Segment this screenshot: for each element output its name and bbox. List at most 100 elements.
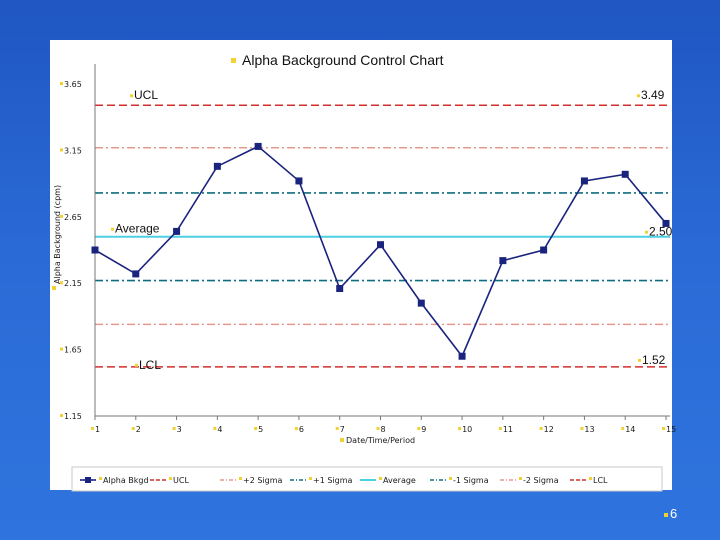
legend-bullet [169,477,172,480]
y-tick-label: 1.15 [64,412,82,421]
x-tick-bullet [213,427,217,430]
x-tick-label: 11 [503,425,513,434]
y-tick-labels: 1.15 1.65 2.15 2.65 3.15 3.65 [60,80,82,421]
legend-bullet [309,477,312,480]
data-point [295,177,303,185]
control-line-annotations: UCL 3.49 Average 2.50 LCL 1.52 [111,88,673,372]
x-axis-title: Date/Time/Period [346,436,415,445]
x-tick-bullet [458,427,462,430]
y-tick-label: 3.15 [64,146,82,155]
data-point [91,246,99,254]
x-tick-bullet [662,427,665,430]
legend-label: Alpha Bkgd [103,476,149,485]
xlabel-bullet [340,438,344,442]
annotation-bullet [638,358,641,362]
y-tick-bullet [60,414,63,417]
annotation-label: Average [115,222,160,236]
x-tick-label: 5 [258,425,263,434]
data-point [417,299,425,307]
x-tick-label: 4 [217,425,222,434]
y-tick-bullet [60,347,63,351]
legend-label: -1 Sigma [453,476,489,485]
legend: Alpha Bkgd UCL +2 Sigma +1 Sigma Average -1 S… [71,466,663,492]
x-tick-label: 7 [340,425,345,434]
x-tick-label: 3 [177,425,182,434]
legend-bullet [449,477,452,480]
data-point [377,241,384,249]
axis-titles: Date/Time/Period Alpha Background (cpm) [52,185,415,445]
x-tick-bullet [376,427,380,430]
chart-title-group: Alpha Background Control Chart [226,50,492,71]
x-tick-label: 6 [299,425,304,434]
legend-label: +2 Sigma [243,476,283,485]
x-tick-label: 2 [136,425,141,434]
data-point [336,285,344,293]
legend-label: UCL [173,476,189,485]
data-point [499,257,507,265]
y-tick-bullet [60,281,63,285]
x-tick-label: 13 [584,425,594,434]
annotation-bullet [130,94,133,98]
x-tick-bullet [498,427,502,430]
x-tick-label: 9 [421,425,426,434]
page-number-text: 6 [670,506,678,521]
legend-marker [85,477,91,483]
data-point [621,170,629,178]
annotation-bullet [645,230,648,234]
x-tick-bullet [335,427,339,430]
legend-label: LCL [593,476,608,485]
x-tick-bullet [254,427,258,430]
x-tick-bullet [294,427,298,430]
axes [94,64,670,417]
annotation-label: 2.50 [649,225,673,239]
x-tick-bullet [621,427,625,430]
x-tick-label: 15 [666,425,676,434]
page-number-bullet [664,512,668,517]
y-tick-label: 3.65 [64,80,82,89]
chart-title: Alpha Background Control Chart [242,52,444,68]
y-tick-label: 1.65 [64,346,82,355]
x-tick-labels: 1 2 3 4 5 6 7 8 9 10 11 12 13 14 15 [91,416,676,434]
annotation-label: 3.49 [641,88,665,102]
data-point [173,227,181,235]
x-tick-label: 12 [544,425,554,434]
y-tick-bullet [60,148,63,152]
legend-label: -2 Sigma [523,476,559,485]
y-tick-bullet [60,82,63,85]
legend-bullet [239,477,242,480]
annotation-label: LCL [139,358,161,372]
data-point [662,219,670,227]
x-tick-bullet [539,427,543,430]
annotation-label: 1.52 [642,353,666,367]
legend-bullet [589,477,592,480]
legend-bullet [379,477,382,480]
x-tick-bullet [131,427,135,430]
annotation-label: UCL [134,88,158,102]
series-alpha-bkgd [91,142,670,360]
x-tick-bullet [417,427,421,430]
data-point [132,270,140,278]
data-point [580,177,588,185]
annotation-bullet [135,363,138,367]
legend-label: +1 Sigma [313,476,353,485]
annotation-bullet [111,227,114,231]
x-tick-label: 10 [462,425,472,434]
control-lines [95,104,670,368]
data-point [254,142,262,150]
y-axis-title: Alpha Background (cpm) [53,185,62,284]
legend-bullet [519,477,522,480]
page-number: 6 [664,506,677,521]
x-tick-bullet [172,427,176,430]
legend-bullet [99,477,102,480]
y-tick-bullet [60,214,63,218]
data-point [213,162,221,170]
x-tick-label: 14 [625,425,635,434]
x-tick-bullet [91,427,94,430]
chart-title-box [226,50,492,71]
x-tick-label: 8 [381,425,386,434]
x-tick-label: 1 [95,425,100,434]
data-point [458,352,466,360]
ylabel-bullet [52,286,56,290]
data-point [540,246,548,254]
